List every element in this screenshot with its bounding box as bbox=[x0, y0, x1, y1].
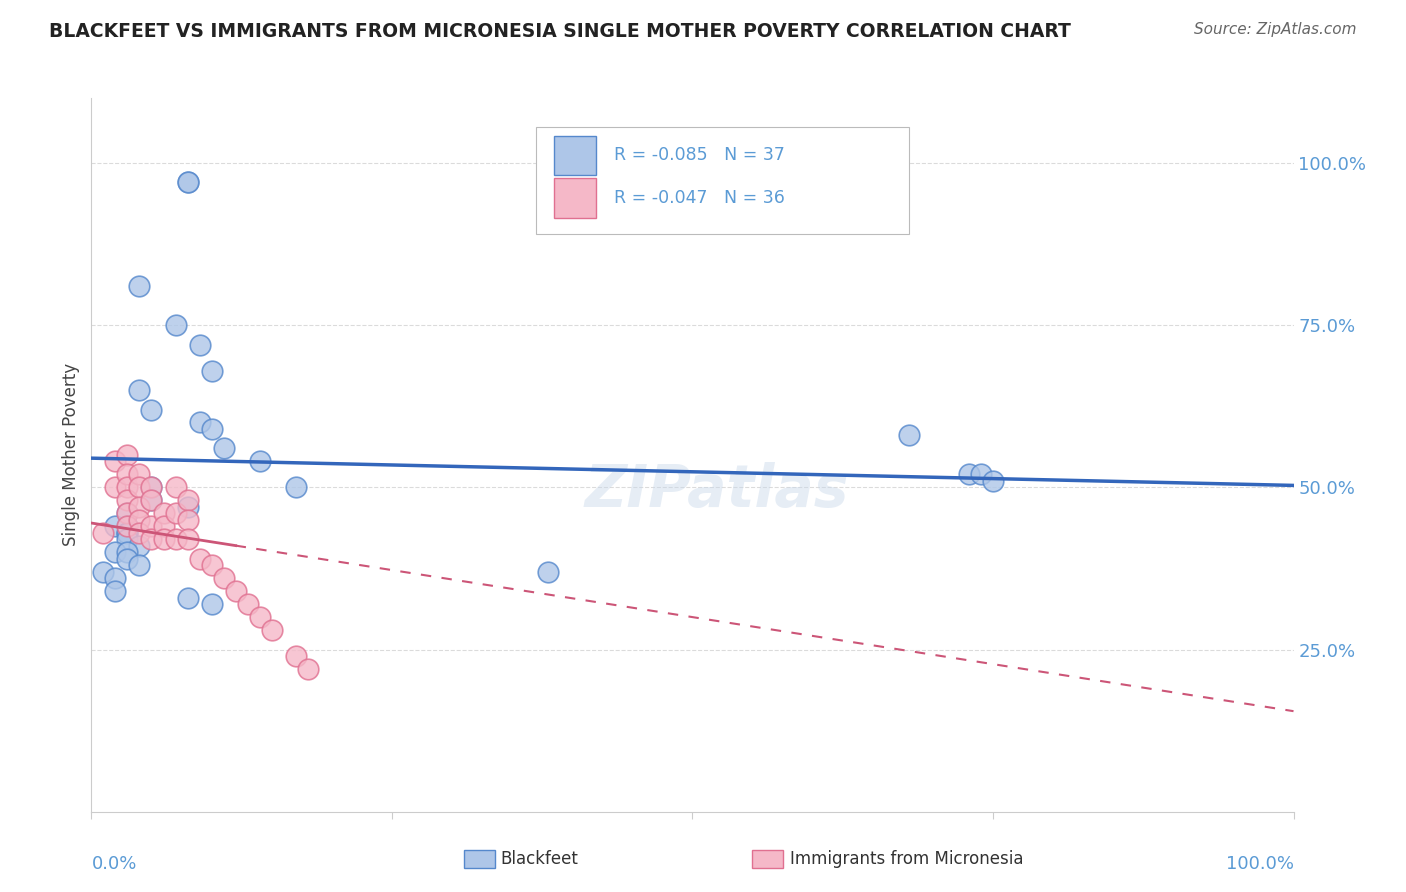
Point bbox=[104, 519, 127, 533]
Point bbox=[104, 545, 127, 559]
Point bbox=[128, 539, 150, 553]
Point bbox=[176, 176, 198, 190]
Point bbox=[117, 506, 139, 520]
Point bbox=[165, 506, 187, 520]
Point bbox=[176, 176, 198, 190]
Point bbox=[117, 493, 139, 508]
Point bbox=[141, 493, 163, 508]
Text: Source: ZipAtlas.com: Source: ZipAtlas.com bbox=[1194, 22, 1357, 37]
Text: Immigrants from Micronesia: Immigrants from Micronesia bbox=[790, 850, 1024, 868]
Point bbox=[141, 493, 163, 508]
Point bbox=[537, 565, 560, 579]
Point bbox=[128, 513, 150, 527]
Point bbox=[117, 525, 139, 540]
Point bbox=[141, 402, 163, 417]
Point bbox=[104, 480, 127, 494]
Text: R = -0.085   N = 37: R = -0.085 N = 37 bbox=[614, 146, 785, 164]
Point bbox=[104, 454, 127, 468]
Point bbox=[141, 480, 163, 494]
Point bbox=[117, 533, 139, 547]
Point bbox=[249, 610, 271, 624]
Point bbox=[128, 279, 150, 293]
Point bbox=[117, 545, 139, 559]
Point bbox=[981, 474, 1004, 488]
Point bbox=[201, 597, 224, 611]
Point bbox=[117, 525, 139, 540]
Point bbox=[117, 519, 139, 533]
Point bbox=[104, 571, 127, 585]
Point bbox=[897, 428, 920, 442]
Point bbox=[104, 584, 127, 599]
FancyBboxPatch shape bbox=[554, 136, 596, 175]
Point bbox=[188, 551, 211, 566]
Point bbox=[201, 422, 224, 436]
Point bbox=[212, 571, 235, 585]
Point bbox=[201, 558, 224, 573]
FancyBboxPatch shape bbox=[554, 178, 596, 218]
Point bbox=[117, 448, 139, 462]
Point bbox=[176, 500, 198, 514]
Point bbox=[128, 558, 150, 573]
Point bbox=[152, 506, 174, 520]
Point bbox=[141, 519, 163, 533]
Text: 0.0%: 0.0% bbox=[91, 855, 136, 872]
Point bbox=[117, 467, 139, 482]
Text: 100.0%: 100.0% bbox=[1226, 855, 1294, 872]
Point bbox=[128, 500, 150, 514]
Point bbox=[236, 597, 259, 611]
Point bbox=[165, 318, 187, 333]
Point bbox=[212, 442, 235, 456]
Point bbox=[165, 480, 187, 494]
Point bbox=[93, 525, 115, 540]
Point bbox=[117, 519, 139, 533]
Point bbox=[141, 480, 163, 494]
FancyBboxPatch shape bbox=[536, 127, 908, 234]
Point bbox=[165, 533, 187, 547]
Point bbox=[201, 363, 224, 377]
Point bbox=[176, 591, 198, 605]
Point bbox=[117, 551, 139, 566]
Point bbox=[260, 623, 283, 637]
Point bbox=[249, 454, 271, 468]
Point bbox=[128, 467, 150, 482]
Point bbox=[284, 648, 307, 663]
Point bbox=[970, 467, 993, 482]
Point bbox=[225, 584, 247, 599]
Point bbox=[297, 662, 319, 676]
Point bbox=[188, 337, 211, 351]
Point bbox=[93, 565, 115, 579]
Point bbox=[128, 525, 150, 540]
Point bbox=[176, 493, 198, 508]
Point bbox=[176, 533, 198, 547]
Point bbox=[117, 480, 139, 494]
Text: ZIPatlas: ZIPatlas bbox=[585, 462, 849, 519]
Text: Blackfeet: Blackfeet bbox=[501, 850, 578, 868]
Text: BLACKFEET VS IMMIGRANTS FROM MICRONESIA SINGLE MOTHER POVERTY CORRELATION CHART: BLACKFEET VS IMMIGRANTS FROM MICRONESIA … bbox=[49, 22, 1071, 41]
Point bbox=[128, 480, 150, 494]
Point bbox=[152, 533, 174, 547]
Point bbox=[188, 416, 211, 430]
Point bbox=[141, 533, 163, 547]
Point bbox=[128, 383, 150, 397]
Point bbox=[957, 467, 980, 482]
Point bbox=[152, 519, 174, 533]
Text: R = -0.047   N = 36: R = -0.047 N = 36 bbox=[614, 189, 785, 207]
Point bbox=[117, 506, 139, 520]
Point bbox=[176, 513, 198, 527]
Y-axis label: Single Mother Poverty: Single Mother Poverty bbox=[62, 363, 80, 547]
Point bbox=[284, 480, 307, 494]
